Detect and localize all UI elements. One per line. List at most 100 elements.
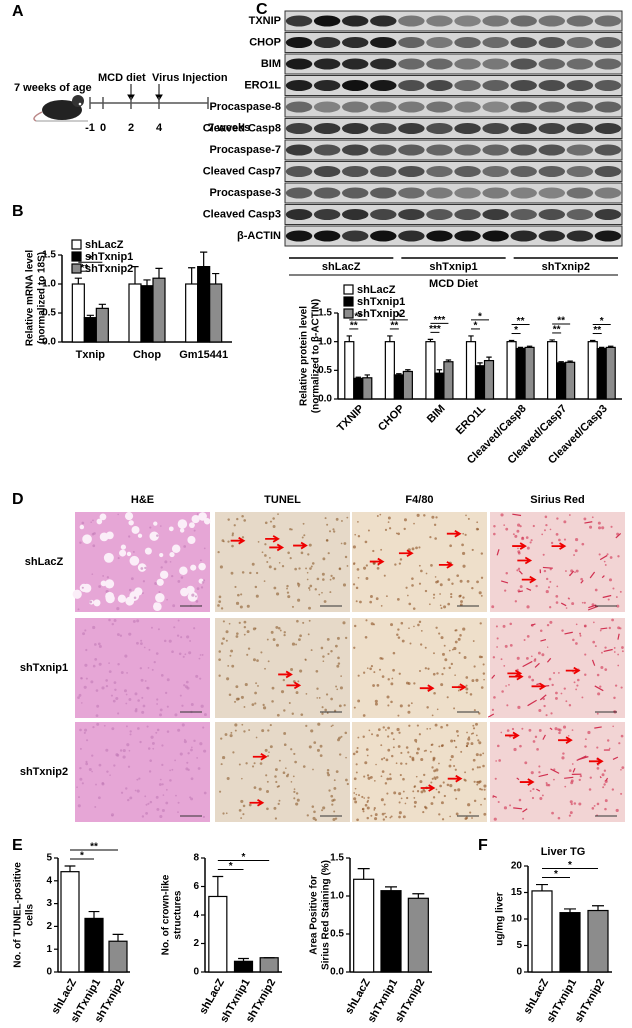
cell — [406, 796, 409, 800]
cell — [101, 782, 105, 786]
cell — [618, 742, 621, 745]
cell — [385, 729, 387, 731]
cell — [447, 602, 451, 606]
group-label: shLacZ — [322, 261, 361, 273]
blot-strip — [284, 182, 623, 204]
fiber — [617, 633, 620, 640]
cell — [547, 586, 551, 589]
cell — [353, 797, 357, 801]
cell — [433, 652, 435, 655]
cell — [335, 517, 339, 521]
bar — [353, 878, 375, 973]
cell — [157, 628, 160, 631]
cell — [193, 529, 196, 532]
blot-band — [313, 123, 341, 134]
bar — [197, 266, 211, 343]
cell — [281, 565, 285, 568]
cell — [538, 765, 541, 768]
fiber — [527, 699, 537, 707]
cell — [83, 685, 87, 689]
cell — [441, 818, 445, 821]
cell — [471, 817, 473, 819]
cell — [277, 802, 280, 806]
cell — [420, 757, 424, 762]
cell — [230, 649, 234, 653]
cell — [249, 571, 252, 575]
timeline-label: 7 weeks — [208, 122, 250, 134]
cell — [592, 640, 596, 644]
blot-band — [342, 80, 369, 91]
cell — [494, 777, 497, 780]
cell — [476, 766, 479, 769]
cell — [266, 807, 269, 811]
cell — [473, 780, 476, 783]
error-bar — [238, 957, 249, 962]
bar — [596, 347, 607, 400]
y-tick-label: 0.0 — [42, 337, 56, 348]
cell — [122, 749, 126, 753]
vacuole — [104, 579, 115, 589]
cell — [242, 813, 245, 816]
cell — [402, 815, 406, 819]
cell — [371, 733, 374, 736]
fiber — [599, 776, 602, 779]
cell — [235, 685, 239, 689]
cell — [203, 579, 206, 582]
cell — [548, 677, 552, 681]
cell — [495, 625, 498, 628]
cell — [161, 808, 165, 813]
cell — [298, 638, 301, 641]
cell — [561, 629, 564, 632]
cell — [500, 658, 503, 661]
cell — [277, 785, 280, 788]
x-tick-label: Chop — [133, 349, 161, 361]
cell — [338, 567, 342, 571]
cell — [183, 740, 187, 744]
cell — [220, 607, 224, 610]
error-bar — [86, 314, 94, 318]
cell — [530, 655, 533, 658]
blot-band — [370, 15, 397, 27]
cell — [246, 630, 250, 634]
cell — [462, 596, 465, 599]
cell — [255, 736, 258, 739]
vacuole — [99, 513, 107, 521]
fiber — [584, 521, 593, 524]
cell — [436, 672, 439, 675]
cell — [161, 763, 164, 766]
cell — [467, 803, 471, 807]
cell — [177, 811, 179, 814]
cell — [160, 674, 164, 677]
cell — [386, 792, 389, 795]
cell — [155, 795, 159, 799]
cell — [80, 677, 83, 680]
vacuole — [179, 566, 188, 576]
blot-band — [285, 123, 313, 134]
cell — [272, 638, 276, 642]
cell — [302, 522, 305, 525]
cell — [352, 583, 356, 586]
cell — [545, 714, 548, 717]
error-bar — [212, 875, 224, 897]
y-axis-label: (normalized to 18S) — [37, 252, 48, 344]
cell — [521, 727, 524, 730]
cell — [116, 753, 120, 757]
cell — [514, 600, 518, 603]
cell — [512, 533, 515, 536]
significance-label: * — [554, 869, 558, 880]
blot-band — [370, 37, 397, 48]
cell — [363, 775, 366, 778]
cell — [267, 729, 270, 732]
cell — [621, 766, 625, 770]
cell — [248, 803, 252, 807]
cell — [411, 547, 415, 551]
cell — [511, 727, 515, 731]
cell — [254, 585, 258, 589]
cell — [549, 568, 552, 571]
cell — [464, 533, 467, 536]
y-tick-label: 6 — [193, 881, 199, 892]
cell — [400, 797, 403, 800]
blot-band — [594, 230, 622, 242]
y-tick-label: 0 — [46, 967, 52, 978]
cell — [470, 742, 474, 746]
